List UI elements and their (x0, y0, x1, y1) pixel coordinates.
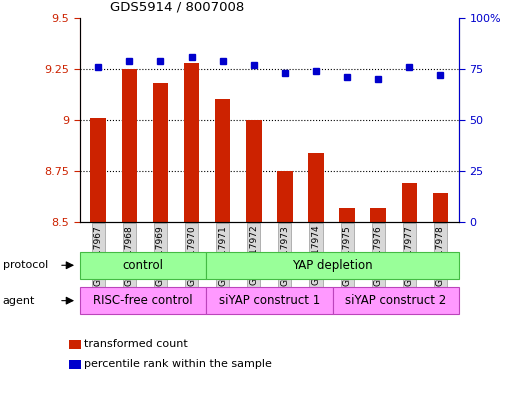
Text: control: control (122, 259, 163, 272)
Bar (206, 287, 332, 314)
Text: transformed count: transformed count (84, 339, 187, 349)
Bar (184, 62, 200, 222)
Bar (277, 171, 292, 222)
Bar (402, 183, 417, 222)
Bar (80, 287, 206, 314)
Bar (206, 252, 459, 279)
Bar (69, 360, 81, 369)
Bar (80, 252, 206, 279)
Bar (153, 83, 168, 222)
Text: agent: agent (3, 296, 35, 306)
Bar (215, 99, 230, 222)
Bar (246, 120, 262, 222)
Text: RISC-free control: RISC-free control (93, 294, 192, 307)
Bar (122, 69, 137, 222)
Bar (308, 152, 324, 222)
Text: GDS5914 / 8007008: GDS5914 / 8007008 (110, 1, 244, 14)
Text: siYAP construct 2: siYAP construct 2 (345, 294, 446, 307)
Bar (432, 193, 448, 222)
Bar (339, 208, 355, 222)
Text: protocol: protocol (3, 260, 48, 270)
Bar (370, 208, 386, 222)
Text: siYAP construct 1: siYAP construct 1 (219, 294, 320, 307)
Text: percentile rank within the sample: percentile rank within the sample (84, 359, 271, 369)
Bar (90, 118, 106, 222)
Bar (69, 340, 81, 349)
Text: YAP depletion: YAP depletion (292, 259, 373, 272)
Bar (332, 287, 459, 314)
